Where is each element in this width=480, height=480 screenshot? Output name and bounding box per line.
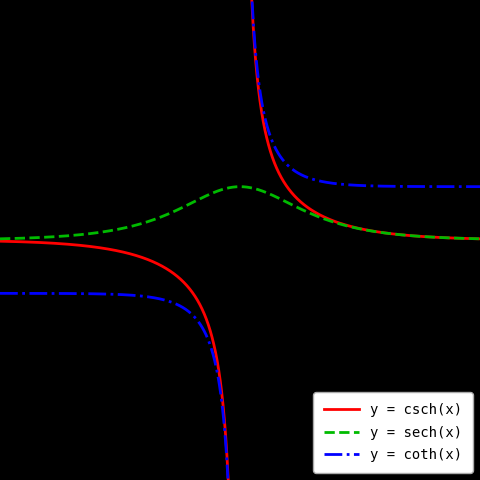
Legend: y = csch(x), y = sech(x), y = coth(x): y = csch(x), y = sech(x), y = coth(x) [313, 392, 473, 473]
